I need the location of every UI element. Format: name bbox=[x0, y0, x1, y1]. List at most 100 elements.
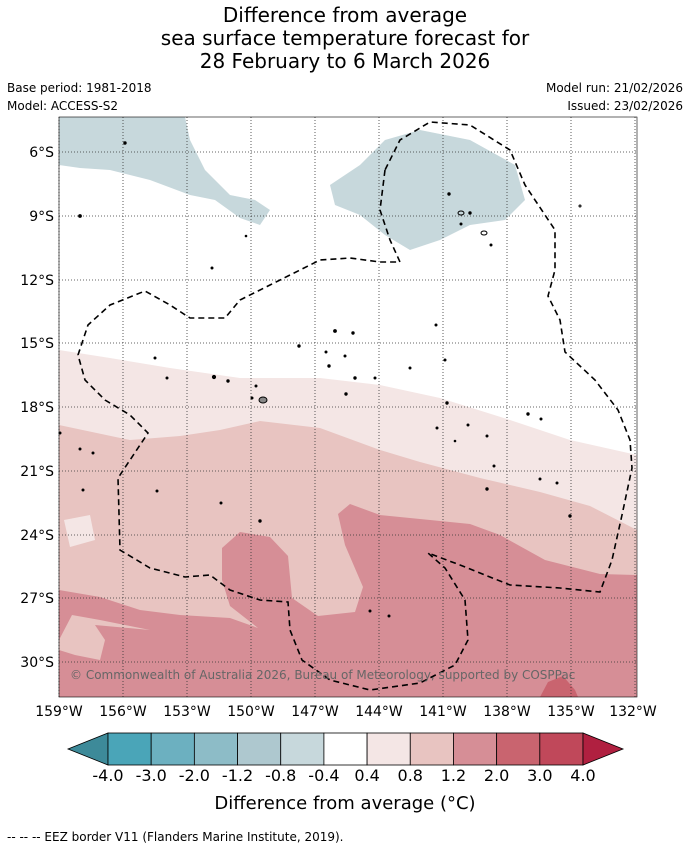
map-frame bbox=[58, 116, 638, 698]
island bbox=[373, 376, 377, 380]
colorbar-tick-label: 4.0 bbox=[570, 766, 595, 785]
eez-legend-note: -- -- -- EEZ border V11 (Flanders Marine… bbox=[7, 830, 344, 844]
colorbar-bin bbox=[366, 732, 411, 766]
lat-label: 18°S bbox=[20, 400, 54, 416]
island bbox=[327, 364, 331, 368]
lat-label: 12°S bbox=[20, 273, 54, 289]
island bbox=[485, 434, 489, 438]
island bbox=[165, 376, 169, 380]
title-line-2: sea surface temperature forecast for bbox=[160, 26, 530, 50]
colorbar-tick-label: 1.2 bbox=[441, 766, 466, 785]
lon-label: 138°W bbox=[483, 704, 531, 720]
island bbox=[258, 396, 268, 404]
colorbar-tick-label: -4.0 bbox=[92, 766, 123, 785]
island bbox=[387, 614, 391, 618]
longitude-axis: 159°W 156°W 153°W 150°W 147°W 144°W 141°… bbox=[35, 704, 657, 720]
warm-anomaly-strong bbox=[59, 504, 637, 697]
model-run: Model run: 21/02/2026 bbox=[545, 81, 683, 95]
colorbar-bin bbox=[539, 732, 584, 766]
eez-border-main bbox=[77, 121, 633, 691]
base-period: Base period: 1981-2018 bbox=[7, 81, 152, 95]
colorbar-bin bbox=[453, 732, 498, 766]
colorbar-bin bbox=[107, 732, 152, 766]
lon-label: 132°W bbox=[609, 704, 657, 720]
lat-label: 21°S bbox=[20, 464, 54, 480]
island bbox=[480, 230, 488, 236]
island bbox=[210, 266, 214, 270]
island bbox=[344, 392, 348, 396]
chart-title: Difference from average sea surface temp… bbox=[0, 4, 690, 73]
colorbar-extend-low bbox=[66, 732, 109, 766]
meta-left: Base period: 1981-2018 Model: ACCESS-S2 bbox=[7, 79, 152, 115]
colorbar-extend-high bbox=[582, 732, 625, 766]
title-line-3: 28 February to 6 March 2026 bbox=[199, 49, 491, 73]
colorbar-bin bbox=[193, 732, 238, 766]
island bbox=[489, 243, 493, 247]
colorbar-bin bbox=[150, 732, 195, 766]
colorbar-tick-label: -3.0 bbox=[136, 766, 167, 785]
lat-label: 9°S bbox=[29, 209, 54, 225]
lon-label: 156°W bbox=[99, 704, 147, 720]
island bbox=[434, 323, 438, 327]
colorbar-tick-label: -1.2 bbox=[222, 766, 253, 785]
lat-label: 30°S bbox=[20, 655, 54, 671]
colorbar-bin bbox=[237, 732, 282, 766]
colorbar-tick-label: -0.8 bbox=[265, 766, 296, 785]
island bbox=[324, 350, 328, 354]
issued-date: Issued: 23/02/2026 bbox=[567, 99, 683, 113]
lon-label: 135°W bbox=[547, 704, 595, 720]
copyright-notice: © Commonwealth of Australia 2026, Bureau… bbox=[70, 668, 576, 682]
island bbox=[492, 464, 496, 468]
colorbar-bin bbox=[496, 732, 541, 766]
island bbox=[443, 358, 447, 362]
lon-label: 153°W bbox=[163, 704, 211, 720]
island bbox=[485, 487, 489, 491]
cool-anomaly-northwest bbox=[59, 117, 270, 225]
island bbox=[343, 354, 347, 358]
island bbox=[445, 401, 449, 405]
island bbox=[408, 366, 412, 370]
island bbox=[244, 234, 248, 238]
warm-anomaly-very-strong bbox=[540, 676, 578, 697]
island bbox=[526, 412, 530, 416]
island bbox=[211, 374, 217, 380]
colorbar-bin bbox=[409, 732, 454, 766]
island bbox=[153, 356, 157, 360]
latitude-axis: 6°S 9°S 12°S 15°S 18°S 21°S 24°S 27°S 30… bbox=[20, 145, 54, 671]
island bbox=[219, 501, 223, 505]
warm-anomaly-patch bbox=[64, 515, 95, 547]
lon-label: 141°W bbox=[419, 704, 467, 720]
island bbox=[555, 481, 559, 485]
lon-label: 144°W bbox=[355, 704, 403, 720]
eez-border bbox=[77, 121, 633, 691]
colorbar-tick-label: -0.4 bbox=[308, 766, 339, 785]
island bbox=[81, 488, 85, 492]
island bbox=[91, 451, 95, 455]
island bbox=[435, 426, 439, 430]
lat-label: 27°S bbox=[20, 591, 54, 607]
island bbox=[468, 211, 472, 215]
title-line-1: Difference from average bbox=[222, 3, 468, 27]
island bbox=[578, 204, 582, 208]
island bbox=[297, 344, 301, 348]
island bbox=[466, 423, 470, 427]
island bbox=[333, 329, 337, 333]
island bbox=[123, 141, 127, 145]
colorbar-tick-label: 0.4 bbox=[354, 766, 379, 785]
lon-label: 150°W bbox=[227, 704, 275, 720]
island bbox=[258, 519, 262, 523]
island bbox=[539, 417, 543, 421]
island bbox=[459, 222, 463, 226]
lon-label: 159°W bbox=[35, 704, 83, 720]
island bbox=[353, 376, 357, 380]
colorbar-bin bbox=[280, 732, 325, 766]
island bbox=[457, 210, 465, 216]
island bbox=[78, 214, 82, 218]
island bbox=[368, 609, 372, 613]
lon-label: 147°W bbox=[291, 704, 339, 720]
colorbar-title: Difference from average (°C) bbox=[214, 793, 476, 814]
lat-label: 15°S bbox=[20, 336, 54, 352]
colorbar-bin bbox=[323, 732, 368, 766]
island bbox=[447, 192, 451, 196]
